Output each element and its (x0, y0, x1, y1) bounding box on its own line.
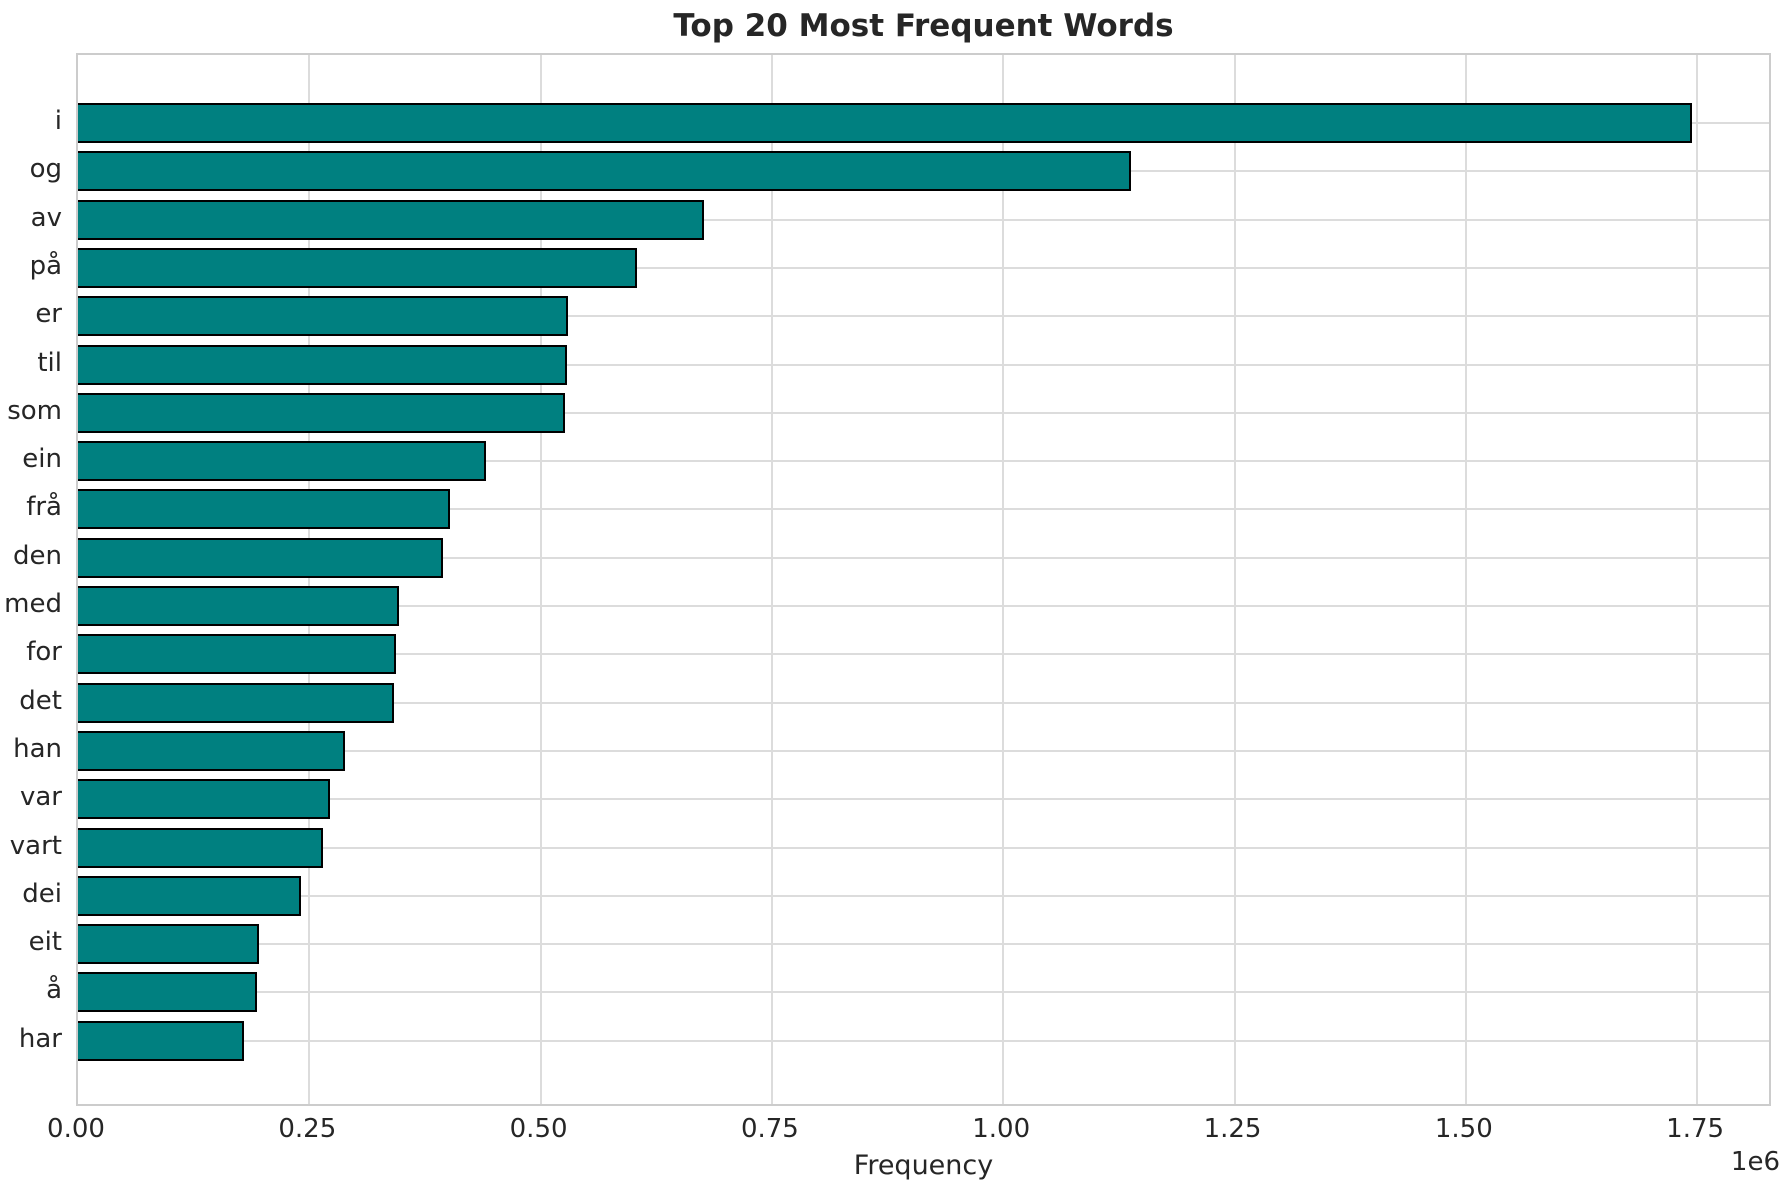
chart-title: Top 20 Most Frequent Words (673, 8, 1174, 44)
bar-ein (78, 441, 486, 482)
ytick-label-av: av (30, 202, 62, 233)
ytick-label-for: for (26, 637, 62, 668)
x-axis-label: Frequency (853, 1150, 994, 1181)
ytick-label-vart: vart (9, 830, 62, 861)
ytick-label-eit: eit (28, 927, 62, 958)
ytick-label-og: og (29, 154, 62, 185)
xtick-label-0.00: 0.00 (47, 1114, 105, 1144)
gridline-y-som (78, 411, 1769, 414)
gridline-y-ein (78, 460, 1769, 463)
bar-dei (78, 875, 301, 916)
plot-area (76, 53, 1771, 1106)
gridline-y-å (78, 991, 1769, 994)
ytick-label-å: å (46, 975, 62, 1006)
ytick-label-dei: dei (22, 878, 62, 909)
gridline-x-1.75 (1696, 55, 1699, 1104)
bar-han (78, 730, 345, 771)
ytick-label-han: han (13, 733, 62, 764)
ytick-label-ein: ein (22, 444, 62, 475)
gridline-y-den (78, 556, 1769, 559)
bar-med (78, 586, 400, 626)
gridline-y-dei (78, 894, 1769, 897)
gridline-y-frå (78, 508, 1769, 511)
bar-av (78, 199, 705, 240)
gridline-y-på (78, 266, 1769, 269)
gridline-y-han (78, 749, 1769, 752)
xtick-label-0.50: 0.50 (509, 1114, 568, 1144)
ytick-label-til: til (37, 347, 62, 378)
bar-den (78, 537, 443, 578)
xtick-label-1.25: 1.25 (1203, 1114, 1262, 1144)
bar-på (78, 247, 637, 288)
gridline-y-det (78, 701, 1769, 704)
ytick-label-i: i (54, 106, 62, 136)
gridline-y-eit (78, 943, 1769, 946)
gridline-y-av (78, 218, 1769, 221)
ytick-label-med: med (4, 589, 62, 619)
xtick-label-1.00: 1.00 (972, 1114, 1031, 1144)
bar-å (78, 972, 257, 1013)
ytick-label-har: har (18, 1023, 62, 1054)
gridline-x-0.75 (770, 55, 773, 1104)
bar-vart (78, 827, 324, 868)
bar-og (78, 151, 1131, 192)
ytick-label-det: det (19, 685, 62, 716)
gridline-y-med (78, 605, 1769, 607)
xtick-label-1.50: 1.50 (1434, 1114, 1493, 1144)
ytick-label-var: var (19, 782, 62, 813)
xtick-label-0.25: 0.25 (278, 1114, 337, 1144)
gridline-x-0.50 (539, 55, 542, 1104)
ytick-label-som: som (7, 395, 62, 426)
xtick-label-1.75: 1.75 (1666, 1114, 1725, 1144)
bar-som (78, 392, 565, 433)
x-axis-offset-text: 1e6 (1730, 1147, 1780, 1177)
gridline-y-var (78, 798, 1769, 801)
bar-er (78, 296, 569, 337)
bar-i (78, 103, 1692, 143)
bar-frå (78, 489, 450, 530)
bar-eit (78, 924, 260, 965)
gridline-y-for (78, 653, 1769, 656)
ytick-label-er: er (35, 299, 62, 330)
gridline-x-1.50 (1464, 55, 1467, 1104)
gridline-y-vart (78, 846, 1769, 849)
xtick-label-0.75: 0.75 (740, 1114, 799, 1144)
ytick-label-på: på (29, 250, 62, 281)
gridline-y-er (78, 315, 1769, 318)
gridline-y-har (78, 1039, 1769, 1042)
gridline-x-0.25 (308, 55, 311, 1104)
bar-det (78, 682, 395, 723)
bar-til (78, 344, 567, 385)
gridline-x-1.25 (1233, 55, 1236, 1104)
bar-har (78, 1020, 244, 1061)
bar-var (78, 779, 330, 820)
ytick-label-frå: frå (26, 492, 62, 523)
gridline-x-1.00 (1002, 55, 1005, 1104)
bar-for (78, 634, 397, 675)
ytick-label-den: den (13, 540, 62, 571)
gridline-y-til (78, 363, 1769, 366)
